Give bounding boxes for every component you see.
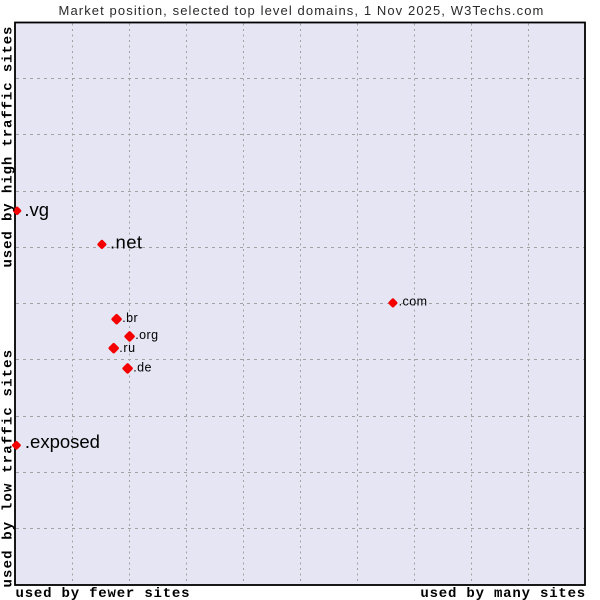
svg-text:.ru: .ru: [119, 341, 135, 355]
svg-text:.de: .de: [133, 361, 152, 375]
svg-text:used by low traffic sites: used by low traffic sites: [1, 349, 17, 588]
svg-text:used by fewer sites: used by fewer sites: [16, 586, 191, 600]
svg-text:.net: .net: [110, 232, 142, 253]
svg-text:used by many sites: used by many sites: [420, 586, 586, 600]
svg-text:used by high traffic sites: used by high traffic sites: [1, 26, 17, 268]
svg-text:.vg: .vg: [24, 199, 49, 220]
svg-text:.exposed: .exposed: [25, 431, 100, 452]
svg-text:.br: .br: [122, 311, 138, 325]
svg-text:Market position, selected top: Market position, selected top level doma…: [59, 3, 545, 18]
svg-text:.org: .org: [135, 328, 158, 342]
svg-text:.com: .com: [399, 295, 428, 309]
